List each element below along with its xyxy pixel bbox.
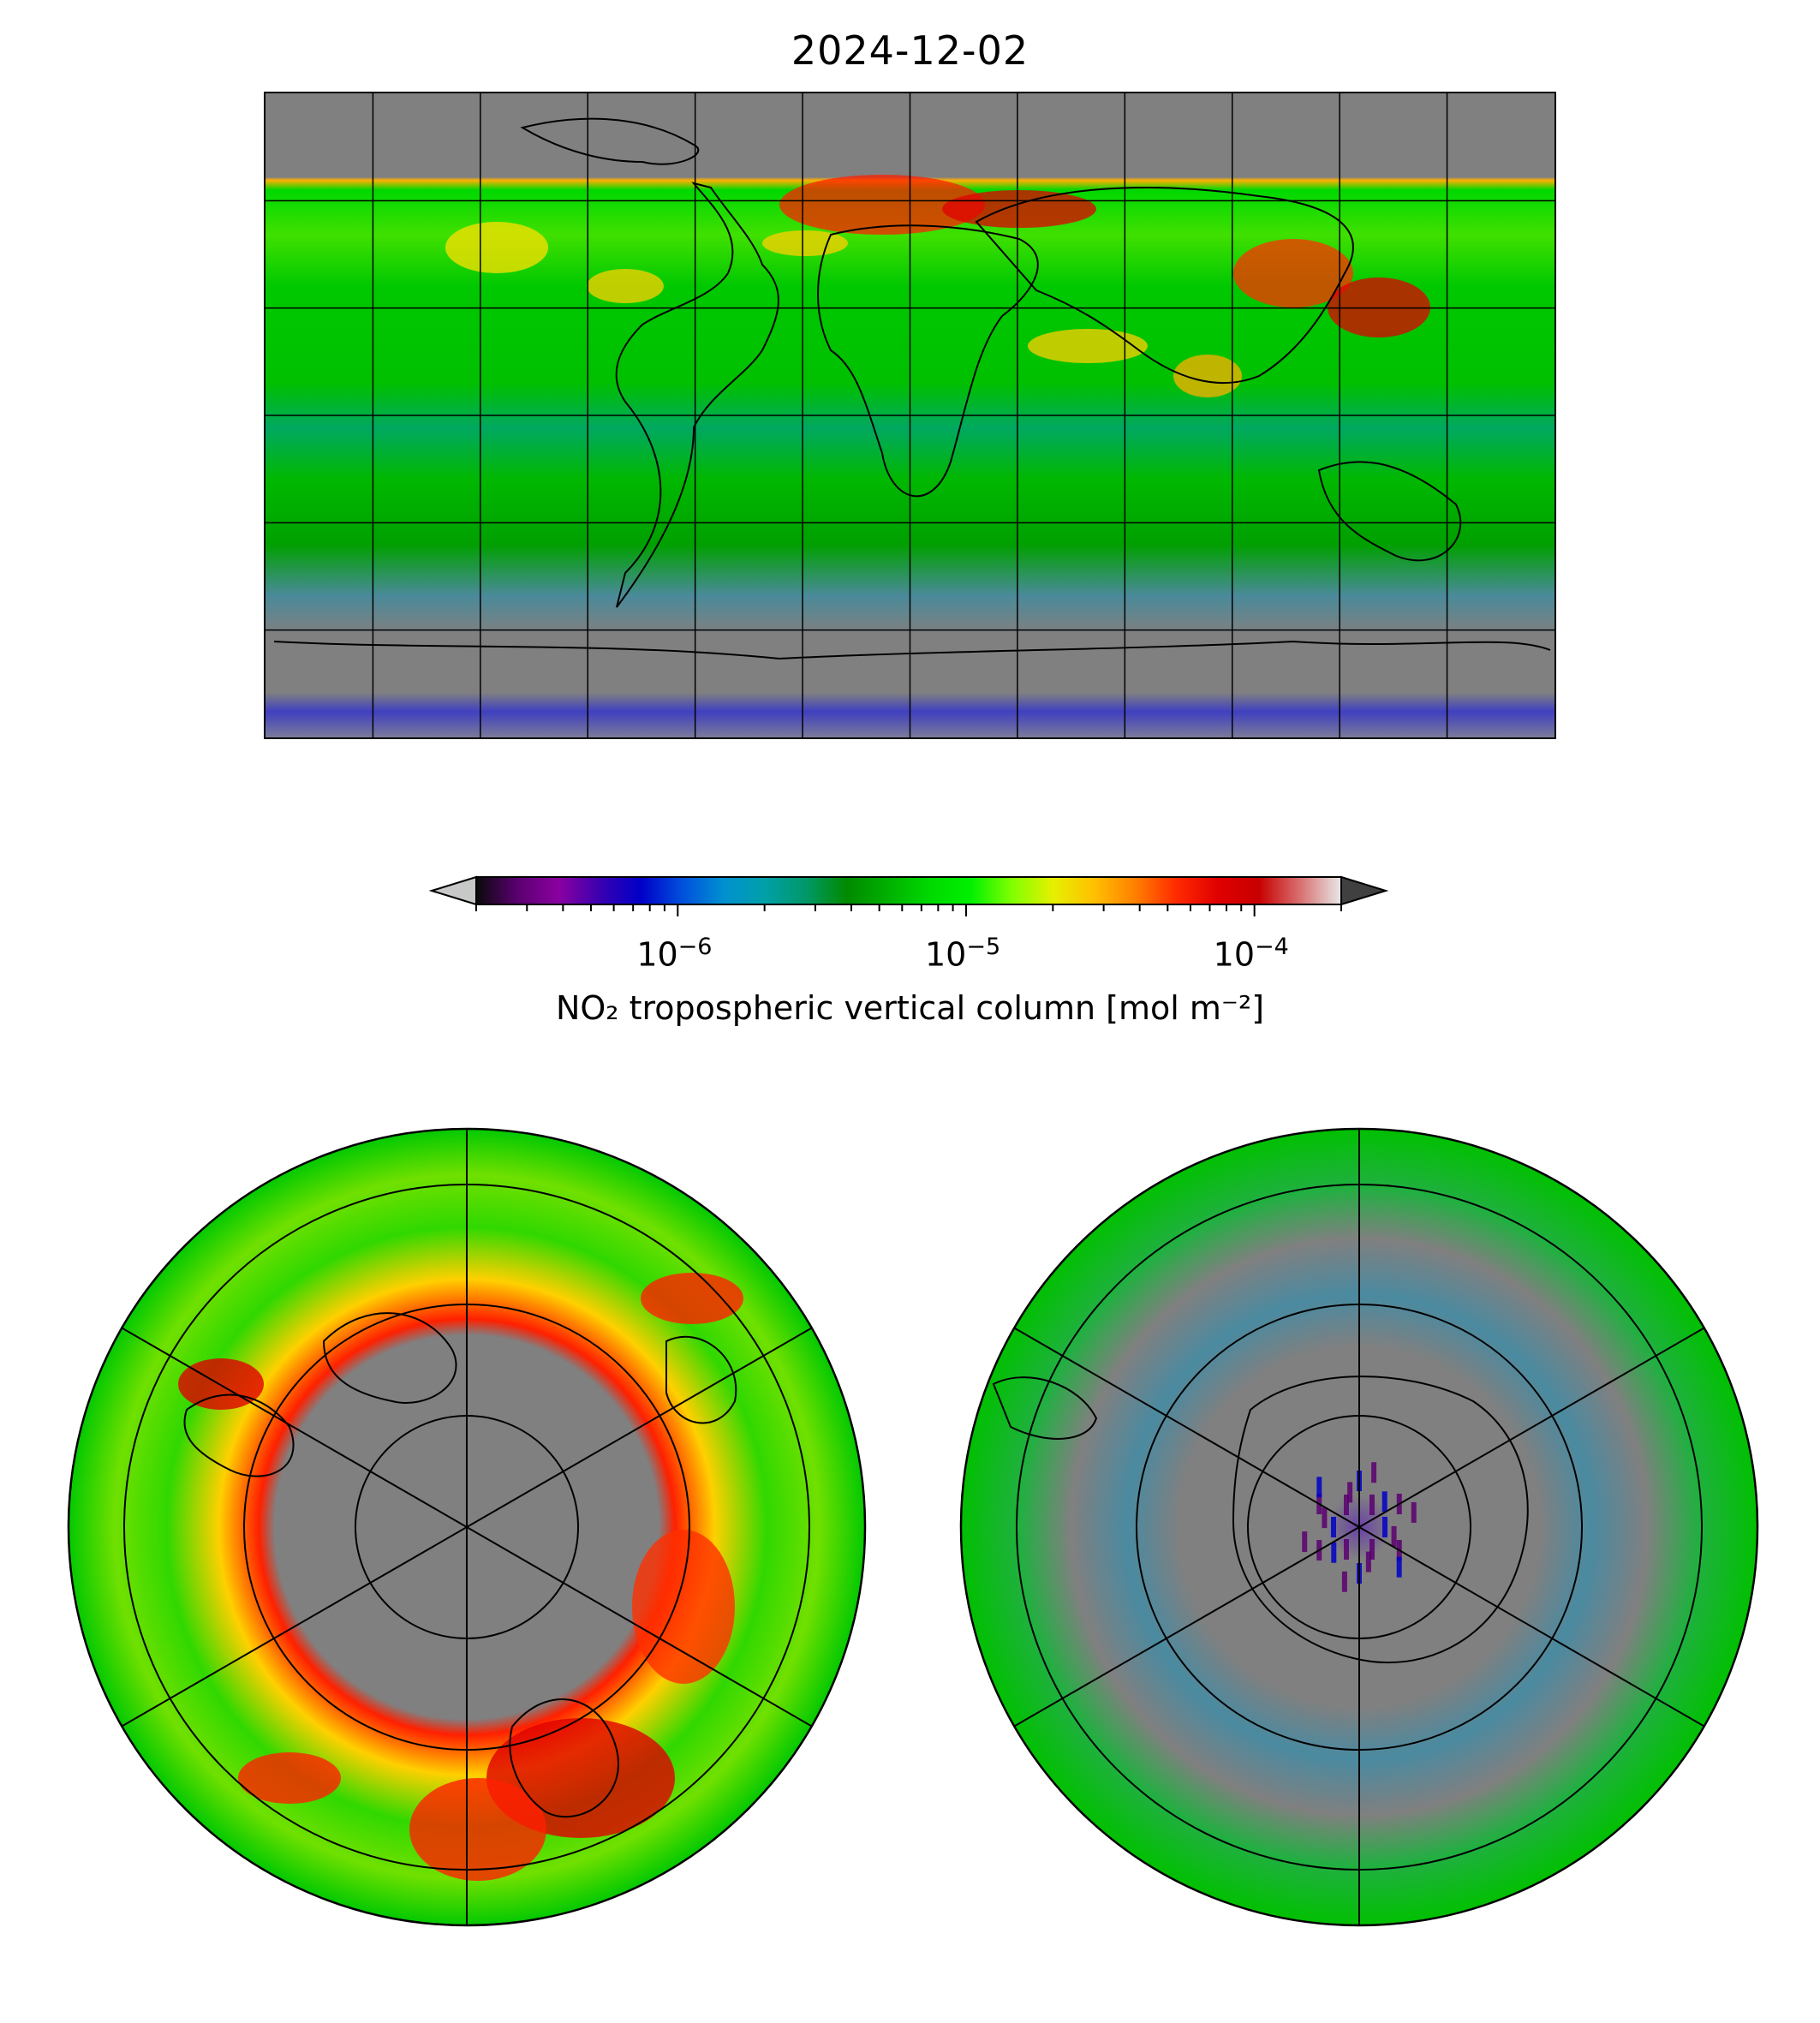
colorbar-tick-label: 10−6 <box>636 934 713 974</box>
south-polar-map <box>959 1127 1759 1927</box>
meridian-line <box>121 1526 468 1728</box>
low-value-speck <box>1302 1531 1308 1553</box>
no2-hotspot <box>1173 355 1242 397</box>
colorbar-over-extension <box>1340 875 1389 906</box>
south-graticule <box>1013 1129 1705 1925</box>
colorbar-under-extension <box>428 875 477 906</box>
low-value-speck <box>1396 1556 1402 1578</box>
coastlines <box>273 117 1551 660</box>
colorbar <box>428 869 1396 1023</box>
no2-hotspot <box>779 175 985 235</box>
meridian-line <box>121 1327 468 1528</box>
north-polar-map <box>67 1127 867 1927</box>
colorbar-body <box>475 876 1342 905</box>
no2-hotspot <box>587 269 664 303</box>
meridian-line <box>1013 1526 1360 1728</box>
meridian-line <box>466 1526 813 1728</box>
no2-hotspot <box>641 1273 743 1324</box>
low-value-speck <box>1381 1491 1387 1513</box>
global-map <box>264 92 1556 739</box>
no2-hotspot <box>238 1752 341 1804</box>
global-map-canvas <box>266 93 1554 737</box>
no2-hotspot <box>762 230 848 256</box>
north-graticule <box>121 1129 813 1925</box>
south-coastlines <box>992 1376 1529 1664</box>
low-value-speck <box>1369 1538 1375 1560</box>
no2-hotspot <box>942 190 1096 228</box>
low-value-speck <box>1341 1571 1347 1592</box>
low-value-speck <box>1316 1477 1322 1498</box>
meridian-line <box>466 1327 813 1528</box>
meridian-line <box>1358 1526 1705 1728</box>
south-polar-canvas <box>959 1127 1759 1927</box>
colorbar-graphic <box>428 875 1389 916</box>
no2-hotspot <box>1028 329 1148 363</box>
north-boundary <box>67 1127 867 1927</box>
no2-hotspot <box>445 222 548 273</box>
no2-hotspot <box>409 1778 546 1881</box>
north-polar-canvas <box>67 1127 867 1927</box>
no2-hotspot <box>1233 239 1353 307</box>
low-value-speck <box>1365 1551 1371 1572</box>
low-value-speck <box>1322 1507 1328 1529</box>
colorbar-tick-label: 10−5 <box>924 934 1001 974</box>
no2-hotspot <box>632 1530 735 1684</box>
low-value-speck <box>1347 1482 1353 1503</box>
north-hotspots <box>178 1273 743 1881</box>
colorbar-tick-label: 10−4 <box>1213 934 1289 974</box>
low-value-speck <box>1391 1525 1397 1547</box>
low-value-speck <box>1331 1517 1336 1537</box>
south-boundary <box>959 1127 1759 1927</box>
map-title: 2024-12-02 <box>791 27 1029 74</box>
colorbar-label: NO₂ tropospheric vertical column [mol m⁻… <box>555 989 1265 1027</box>
graticule <box>266 93 1554 737</box>
low-value-speck <box>1331 1542 1337 1563</box>
low-value-speck <box>1369 1495 1375 1516</box>
low-value-speck <box>1411 1501 1417 1523</box>
no2-hotspots <box>445 175 1430 397</box>
low-value-speck <box>1371 1462 1377 1483</box>
low-value-speck <box>1344 1538 1349 1560</box>
meridian-line <box>1013 1327 1360 1528</box>
low-value-speck <box>1382 1517 1387 1537</box>
colorbar-ticks <box>475 904 1342 916</box>
meridian-line <box>1358 1327 1705 1528</box>
low-value-speck <box>1344 1495 1349 1516</box>
